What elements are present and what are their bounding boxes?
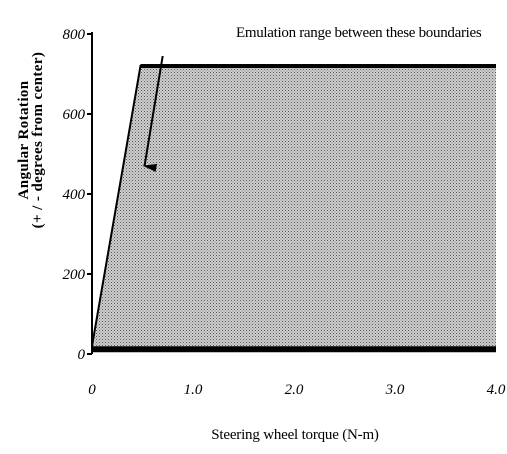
emulation-region-fill — [92, 66, 496, 350]
y-axis-label-line-2: (+ / - degrees from center) — [30, 52, 46, 229]
emulation-region-layer — [91, 64, 496, 353]
y-tick-label: 200 — [63, 267, 86, 283]
y-axis-label-line-1: Angular Rotation — [16, 80, 32, 199]
x-tick-label: 1.0 — [184, 382, 203, 398]
y-tick-label: 800 — [63, 27, 86, 43]
x-tick-label: 4.0 — [487, 382, 506, 398]
ticks-layer: 0 200 400 600 800 0 1.0 2.0 3.0 4.0 — [63, 27, 506, 398]
y-axis-label-group: Angular Rotation (+ / - degrees from cen… — [16, 52, 46, 229]
annotation-arrow — [142, 55, 164, 172]
annotation-layer: Emulation range between these boundaries — [142, 25, 482, 172]
x-tick-label: 0 — [88, 382, 96, 398]
x-axis-label: Steering wheel torque (N-m) — [211, 427, 379, 443]
y-tick-label: 600 — [63, 107, 86, 123]
y-tick-label: 0 — [78, 347, 86, 363]
y-tick-label: 400 — [63, 187, 86, 203]
x-tick-label: 3.0 — [385, 382, 405, 398]
annotation-text: Emulation range between these boundaries — [236, 25, 482, 41]
x-tick-label: 2.0 — [285, 382, 304, 398]
